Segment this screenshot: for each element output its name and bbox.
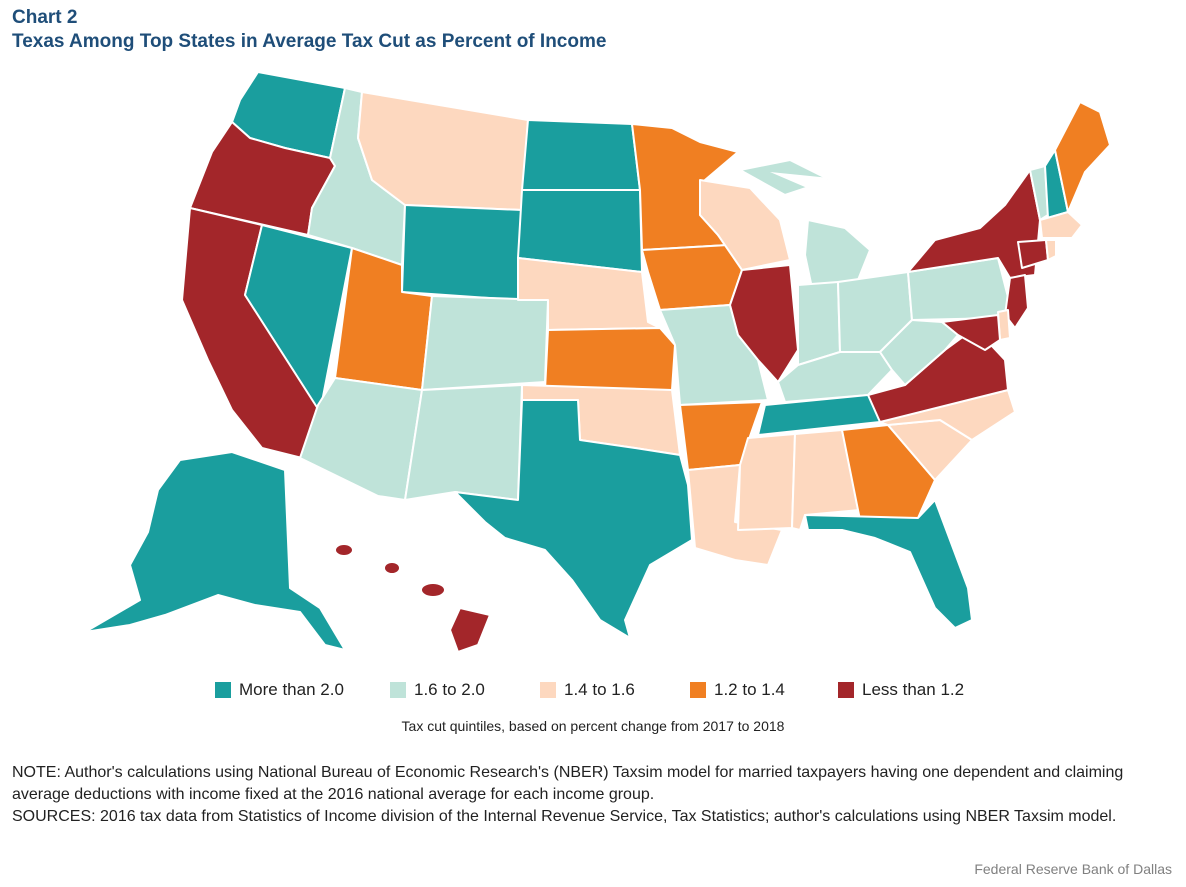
state-MS [737, 433, 796, 531]
state-MA [1039, 211, 1083, 239]
sources-text: SOURCES: 2016 tax data from Statistics o… [12, 808, 1117, 825]
legend-item: More than 2.0 [215, 678, 344, 702]
state-ND [521, 119, 641, 191]
legend-swatch [690, 682, 706, 698]
state-IN [797, 281, 841, 366]
state-RI [1045, 239, 1057, 261]
chart-label: Chart 2 [12, 7, 78, 28]
state-HI-maui [420, 582, 446, 598]
state-MI [804, 219, 871, 289]
state-KS [544, 327, 676, 391]
legend-swatch [215, 682, 231, 698]
state-IA [641, 244, 743, 311]
state-CT [1017, 239, 1049, 269]
legend-swatch [838, 682, 854, 698]
great-lakes [770, 172, 830, 190]
state-TX [454, 399, 693, 639]
state-WI [699, 179, 791, 271]
legend-label: 1.6 to 2.0 [414, 680, 485, 699]
state-NM [404, 384, 523, 501]
state-HI-big [449, 607, 491, 653]
chart-title: Texas Among Top States in Average Tax Cu… [12, 31, 607, 52]
source-credit: Federal Reserve Bank of Dallas [974, 861, 1172, 877]
state-WY [401, 204, 523, 301]
legend-item: 1.2 to 1.4 [690, 678, 785, 702]
legend-swatch [390, 682, 406, 698]
state-CO [421, 295, 549, 391]
legend-item: 1.4 to 1.6 [540, 678, 635, 702]
state-HI-oahu [383, 561, 401, 575]
state-HI-kauai [334, 543, 354, 557]
state-IL [729, 264, 799, 383]
legend-swatch [540, 682, 556, 698]
state-NJ [1004, 274, 1029, 329]
us-choropleth-map [84, 71, 1111, 653]
state-MD [941, 314, 1001, 351]
notes-block: NOTE: Author's calculations using Nation… [12, 762, 1162, 828]
state-AK [84, 451, 346, 651]
legend-caption: Tax cut quintiles, based on percent chan… [401, 718, 785, 734]
legend-item: Less than 1.2 [838, 678, 964, 702]
chart-header: Chart 2 Texas Among Top States in Averag… [12, 6, 606, 54]
legend-label: 1.4 to 1.6 [564, 680, 635, 699]
note-text: NOTE: Author's calculations using Nation… [12, 764, 1124, 803]
map-legend: More than 2.0 1.6 to 2.0 1.4 to 1.6 1.2 … [0, 678, 1186, 702]
legend-item: 1.6 to 2.0 [390, 678, 485, 702]
state-GA [841, 424, 936, 521]
legend-label: Less than 1.2 [862, 680, 965, 699]
state-FL [804, 499, 973, 629]
legend-label: More than 2.0 [239, 680, 344, 699]
legend-label: 1.2 to 1.4 [714, 680, 785, 699]
